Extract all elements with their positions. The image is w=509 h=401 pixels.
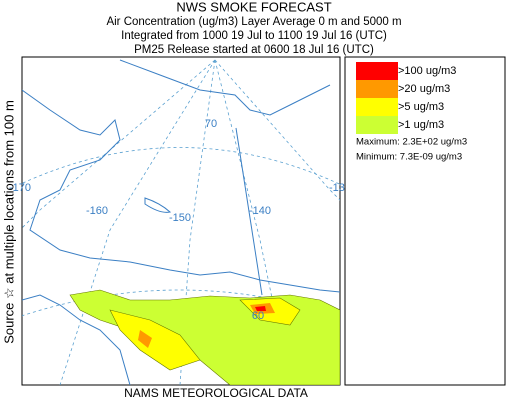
footer: NAMS METEOROLOGICAL DATA [124, 386, 308, 400]
map-grid-label: -160 [86, 205, 108, 217]
smoke-area [138, 330, 152, 348]
legend-label: >20 ug/m3 [398, 83, 450, 95]
legend-label: >1 ug/m3 [398, 119, 444, 131]
title: NWS SMOKE FORECAST [176, 0, 331, 14]
legend-swatch [356, 80, 398, 98]
side-label: Source ☆ at multiple locations from 100 … [1, 100, 16, 344]
legend-swatch [356, 62, 398, 80]
coastline [119, 59, 331, 116]
map-grid-label: -150 [169, 212, 191, 224]
subtitle: Air Concentration (ug/m3) Layer Average … [106, 16, 401, 28]
map-grid-label: 60 [252, 310, 264, 322]
legend-swatch [356, 98, 398, 116]
island [144, 197, 172, 213]
longitude-line [59, 59, 216, 385]
map-grid-label: -170 [9, 182, 31, 194]
legend-label: >100 ug/m3 [398, 65, 456, 77]
map-grid-label: 70 [205, 118, 217, 130]
legend: >100 ug/m3 >20 ug/m3 >5 ug/m3 >1 ug/m3 Maxi… [344, 56, 506, 386]
legend-minimum: Minimum: 7.3E-09 ug/m3 [356, 152, 462, 163]
longitude-line [22, 59, 216, 229]
subtitle: Integrated from 1000 19 Jul to 1100 19 J… [121, 30, 387, 42]
smoke-area [109, 309, 201, 371]
border [235, 127, 263, 296]
legend-swatch [356, 116, 398, 134]
subtitle: PM25 Release started at 0600 18 Jul 16 (… [134, 44, 374, 56]
legend-label: >5 ug/m3 [398, 101, 444, 113]
map-grid-label: -140 [249, 205, 271, 217]
coastline [22, 294, 131, 385]
smoke-area [255, 306, 266, 311]
coastline [22, 89, 340, 293]
latitude-line [22, 147, 340, 185]
legend-maximum: Maximum: 2.3E+02 ug/m3 [356, 137, 467, 148]
